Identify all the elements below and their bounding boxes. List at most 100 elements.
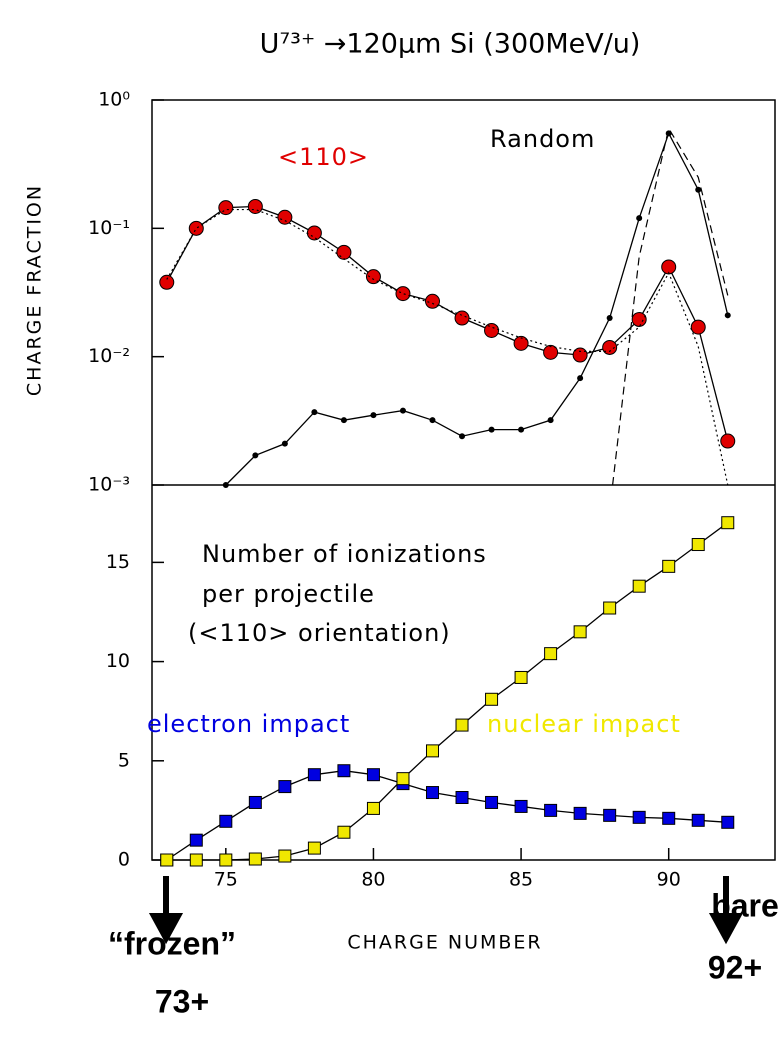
marker (219, 853, 233, 867)
marker (337, 825, 351, 839)
y-tick-label: 10⁰ (98, 89, 130, 111)
marker (573, 625, 587, 639)
marker (636, 215, 643, 222)
y-tick-label: 10 (106, 650, 130, 672)
marker (691, 813, 705, 827)
annotation: (<110> orientation) (188, 619, 451, 647)
y-tick-label: 10⁻¹ (88, 217, 130, 239)
marker (514, 799, 528, 813)
marker (459, 433, 466, 440)
marker (603, 601, 617, 615)
marker (336, 244, 352, 260)
marker (544, 803, 558, 817)
annotation: 73+ (155, 983, 209, 1019)
annotation: per projectile (202, 580, 375, 608)
marker (513, 335, 529, 351)
y-axis-label: CHARGE FRACTION (24, 184, 46, 396)
marker (366, 801, 380, 815)
annotation: 92+ (708, 949, 762, 985)
marker (573, 806, 587, 820)
marker (247, 198, 263, 214)
marker (340, 417, 347, 424)
marker (662, 559, 676, 573)
marker (721, 815, 735, 829)
x-tick-label: 90 (657, 869, 681, 891)
x-axis-label: CHARGE NUMBER (347, 932, 542, 954)
marker (485, 692, 499, 706)
marker (425, 786, 439, 800)
annotation: “frozen” (108, 925, 236, 961)
marker (691, 538, 705, 552)
marker (396, 772, 410, 786)
arrow (708, 876, 744, 945)
series-line (166, 208, 729, 486)
marker (724, 312, 731, 319)
marker (544, 647, 558, 661)
annotation: bare (711, 887, 779, 923)
marker (365, 269, 381, 285)
marker (248, 795, 262, 809)
marker (632, 579, 646, 593)
marker (278, 849, 292, 863)
marker (602, 339, 618, 355)
marker (160, 853, 174, 867)
marker (219, 814, 233, 828)
marker (311, 409, 318, 416)
marker (248, 852, 262, 866)
x-tick-label: 80 (361, 869, 385, 891)
marker (606, 315, 613, 322)
marker (632, 810, 646, 824)
marker (370, 412, 377, 419)
annotation: Random (490, 125, 595, 153)
arrow (148, 876, 184, 945)
marker (424, 293, 440, 309)
marker (455, 791, 469, 804)
marker (188, 220, 204, 236)
marker (454, 310, 470, 326)
legend-label: electron impact (147, 710, 350, 738)
marker (281, 440, 288, 447)
marker (543, 344, 559, 360)
y-tick-label: 10⁻³ (88, 474, 130, 496)
series-line (166, 522, 729, 861)
marker (189, 833, 203, 847)
series-line (225, 131, 729, 486)
chart-title: U⁷³⁺ →120μm Si (300MeV/u) (260, 29, 641, 60)
marker (485, 795, 499, 809)
marker (603, 808, 617, 822)
marker (518, 426, 525, 433)
marker (307, 768, 321, 782)
marker (189, 853, 203, 867)
marker (222, 482, 229, 488)
marker (720, 433, 736, 449)
legend-label: nuclear impact (487, 710, 681, 738)
series-line (612, 126, 729, 486)
marker (337, 764, 351, 778)
y-tick-label: 5 (118, 749, 130, 771)
marker (277, 209, 293, 225)
marker (695, 186, 702, 193)
y-tick-label: 10⁻² (88, 345, 130, 367)
marker (547, 417, 554, 424)
marker (399, 407, 406, 414)
marker (690, 319, 706, 335)
marker (395, 286, 411, 302)
marker (252, 452, 259, 459)
x-tick-label: 85 (509, 869, 533, 891)
y-tick-label: 15 (106, 551, 130, 573)
marker (631, 311, 647, 327)
marker (218, 200, 234, 216)
marker (159, 274, 175, 290)
marker (278, 780, 292, 794)
frame (151, 99, 776, 861)
marker (484, 322, 500, 338)
marker (429, 417, 436, 424)
marker (662, 811, 676, 825)
y-tick-label: 0 (118, 849, 130, 871)
marker (366, 768, 380, 782)
marker (721, 516, 735, 530)
marker (307, 841, 321, 855)
marker (488, 426, 495, 433)
annotation: Number of ionizations (202, 540, 487, 568)
